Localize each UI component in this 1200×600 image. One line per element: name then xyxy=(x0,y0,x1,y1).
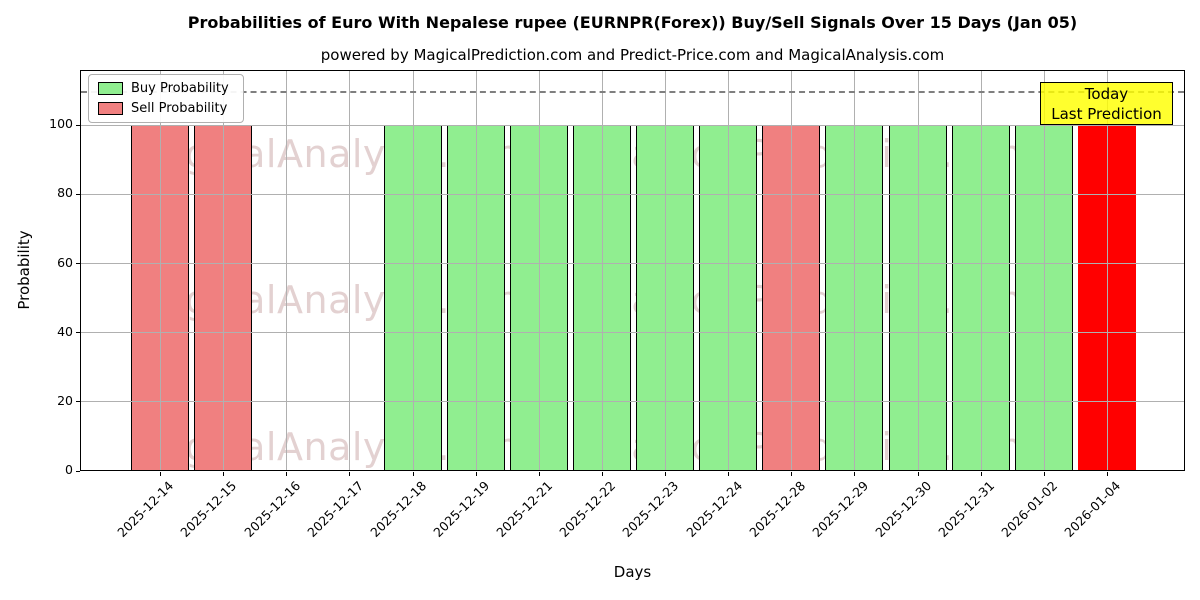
legend-item-sell: Sell Probability xyxy=(98,101,234,116)
threshold-dashed-line xyxy=(81,90,1184,93)
y-axis-label: Probability xyxy=(15,230,33,310)
x-tick-label: 2025-12-21 xyxy=(493,478,556,540)
x-tick-label: 2025-12-22 xyxy=(556,478,619,540)
x-tick-label: 2025-12-28 xyxy=(745,478,808,540)
x-tick xyxy=(1043,472,1045,476)
x-tick-label: 2025-12-15 xyxy=(177,478,240,540)
x-gridline xyxy=(1106,71,1108,470)
x-gridline xyxy=(286,71,288,470)
x-tick xyxy=(349,472,351,476)
legend-item-buy: Buy Probability xyxy=(98,81,234,96)
x-tick xyxy=(1106,472,1108,476)
x-tick-label: 2026-01-04 xyxy=(1061,478,1124,540)
y-tick xyxy=(76,263,80,265)
x-gridline xyxy=(1043,71,1045,470)
chart-title: Probabilities of Euro With Nepalese rupe… xyxy=(187,13,1078,32)
y-tick-label: 0 xyxy=(65,462,73,477)
x-tick-label: 2026-01-02 xyxy=(998,478,1061,540)
annotation-line-1: Today xyxy=(1084,84,1129,103)
x-tick xyxy=(412,472,414,476)
y-tick-label: 80 xyxy=(57,185,73,201)
chart-subtitle: powered by MagicalPrediction.com and Pre… xyxy=(320,46,945,64)
y-gridline xyxy=(81,401,1184,403)
x-gridline xyxy=(412,71,414,470)
x-tick xyxy=(917,472,919,476)
x-tick xyxy=(728,472,730,476)
x-tick-label: 2025-12-29 xyxy=(809,478,872,540)
x-tick-label: 2025-12-24 xyxy=(682,478,745,540)
x-tick xyxy=(223,472,225,476)
y-tick-label: 100 xyxy=(49,116,73,132)
buy-legend-label: Buy Probability xyxy=(131,81,229,96)
x-gridline xyxy=(538,71,540,470)
y-gridline xyxy=(81,193,1184,195)
x-gridline xyxy=(854,71,856,470)
y-gridline xyxy=(81,263,1184,265)
x-tick xyxy=(475,472,477,476)
y-tick xyxy=(76,332,80,334)
x-tick xyxy=(160,472,161,476)
x-gridline xyxy=(475,71,477,470)
x-axis-label: Days xyxy=(613,563,652,581)
x-tick xyxy=(665,472,667,476)
x-tick xyxy=(601,472,603,476)
sell-swatch xyxy=(98,102,123,115)
legend: Buy Probability Sell Probability xyxy=(88,74,244,123)
x-gridline xyxy=(917,71,919,470)
x-tick-label: 2025-12-16 xyxy=(240,478,303,540)
y-tick xyxy=(76,193,80,195)
y-tick-label: 60 xyxy=(57,254,73,270)
x-tick-label: 2025-12-19 xyxy=(430,478,493,540)
x-tick xyxy=(980,472,982,476)
x-tick-label: 2025-12-17 xyxy=(304,478,367,540)
sell-legend-label: Sell Probability xyxy=(131,101,228,116)
x-gridline xyxy=(223,71,225,470)
y-tick xyxy=(76,401,80,403)
x-gridline xyxy=(665,71,667,470)
x-tick-label: 2025-12-23 xyxy=(619,478,682,540)
x-gridline xyxy=(980,71,982,470)
y-tick-label: 40 xyxy=(57,323,73,339)
x-tick xyxy=(791,472,793,476)
y-tick xyxy=(76,124,80,126)
x-tick xyxy=(854,472,856,476)
annotation-line-2: Last Prediction xyxy=(1051,104,1162,123)
y-gridline xyxy=(81,332,1184,334)
x-gridline xyxy=(791,71,793,470)
x-gridline xyxy=(349,71,351,470)
x-tick-label: 2025-12-31 xyxy=(935,478,998,540)
y-gridline xyxy=(81,124,1184,126)
x-tick xyxy=(286,472,288,476)
y-tick xyxy=(76,470,80,472)
x-gridline xyxy=(601,71,603,470)
buy-swatch xyxy=(98,82,123,95)
x-tick-label: 2025-12-14 xyxy=(114,478,177,540)
x-tick-label: 2025-12-18 xyxy=(367,478,430,540)
x-gridline xyxy=(160,71,161,470)
x-tick-label: 2025-12-30 xyxy=(872,478,935,540)
today-annotation-box: Today Last Prediction xyxy=(1040,82,1173,125)
x-gridline xyxy=(728,71,730,470)
y-tick-label: 20 xyxy=(57,392,73,408)
x-tick xyxy=(538,472,540,476)
